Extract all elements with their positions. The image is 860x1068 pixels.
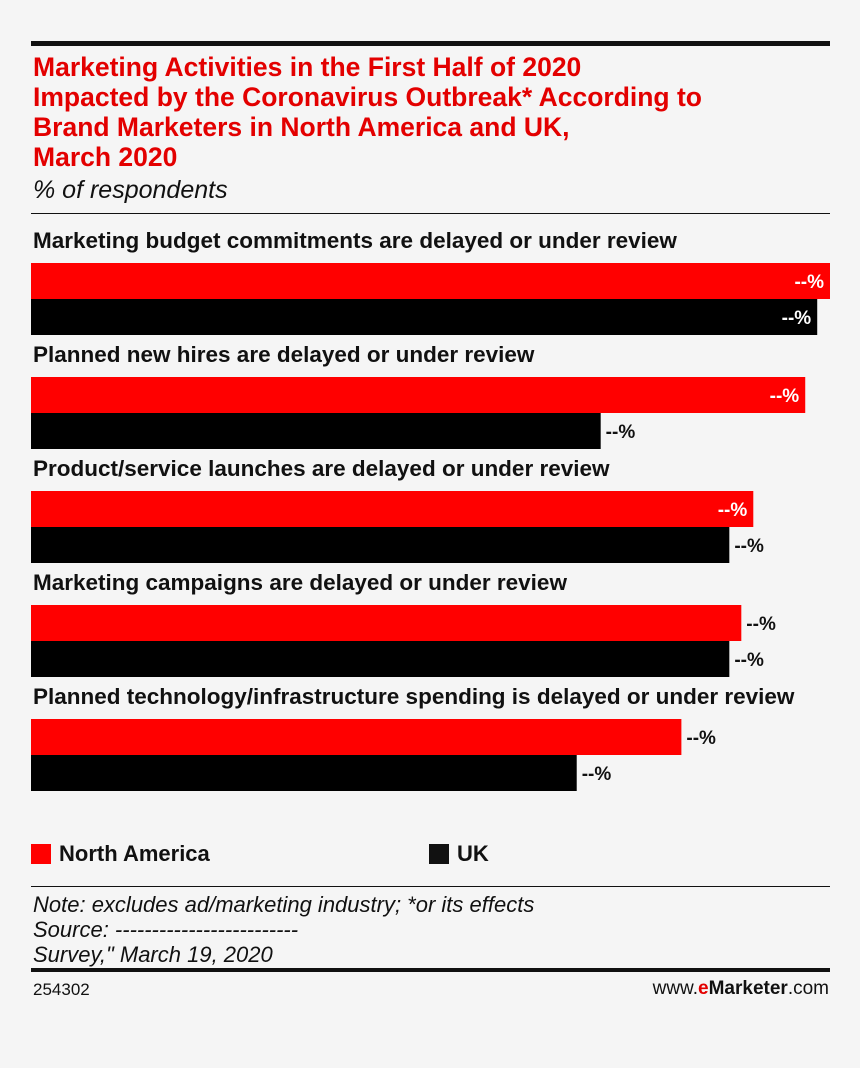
bar-uk [31, 755, 577, 791]
brand-suffix: .com [787, 978, 829, 999]
brand-e: e [698, 978, 709, 999]
data-label: --% [794, 272, 824, 293]
note-line: Note: excludes ad/marketing industry; *o… [33, 892, 535, 917]
chart-subtitle: % of respondents [33, 176, 228, 204]
legend-label-uk: UK [457, 841, 489, 866]
data-label: --% [770, 386, 800, 407]
category-label: Planned technology/infrastructure spendi… [33, 684, 795, 709]
brand-link[interactable]: www.eMarketer.com [653, 978, 829, 1000]
data-label: --% [582, 764, 612, 785]
bar-north-america [31, 605, 742, 641]
category-label: Marketing campaigns are delayed or under… [33, 570, 567, 595]
title-line: Marketing Activities in the First Half o… [33, 52, 582, 82]
notes-rule [31, 886, 830, 887]
top-rule [31, 41, 830, 46]
bar-uk [31, 641, 730, 677]
legend-swatch-uk [429, 844, 449, 864]
legend-label-north-america: North America [59, 841, 210, 866]
brand-marketer: Marketer [708, 978, 788, 999]
data-label: --% [718, 500, 748, 521]
legend-item-north-america: North America [31, 841, 210, 866]
title-line: Impacted by the Coronavirus Outbreak* Ac… [33, 82, 702, 112]
data-label: --% [686, 728, 716, 749]
data-label: --% [746, 614, 776, 635]
category-label: Planned new hires are delayed or under r… [33, 342, 535, 367]
chart-id: 254302 [33, 980, 90, 999]
data-label: --% [734, 536, 764, 557]
bar-uk [31, 299, 818, 335]
bar-north-america [31, 263, 830, 299]
legend-swatch-north-america [31, 844, 51, 864]
bottom-rule [31, 968, 830, 972]
bar-uk [31, 527, 730, 563]
data-label: --% [734, 650, 764, 671]
source-line: Source: ------------------------- [33, 917, 299, 942]
data-label: --% [782, 308, 812, 329]
bar-uk [31, 413, 601, 449]
category-label: Product/service launches are delayed or … [33, 456, 610, 481]
survey-line: Survey," March 19, 2020 [33, 942, 273, 967]
bar-north-america [31, 491, 754, 527]
bar-north-america [31, 719, 682, 755]
chart-title: Marketing Activities in the First Half o… [33, 52, 833, 172]
legend-item-uk: UK [429, 841, 489, 866]
brand-prefix: www. [652, 978, 699, 999]
bar-chart: Marketing budget commitments are delayed… [31, 228, 830, 791]
subtitle-rule [31, 213, 830, 214]
title-line: March 2020 [33, 142, 178, 172]
data-label: --% [606, 422, 636, 443]
title-line: Brand Marketers in North America and UK, [33, 112, 570, 142]
bar-north-america [31, 377, 806, 413]
category-label: Marketing budget commitments are delayed… [33, 228, 677, 253]
notes: Note: excludes ad/marketing industry; *o… [33, 892, 534, 967]
